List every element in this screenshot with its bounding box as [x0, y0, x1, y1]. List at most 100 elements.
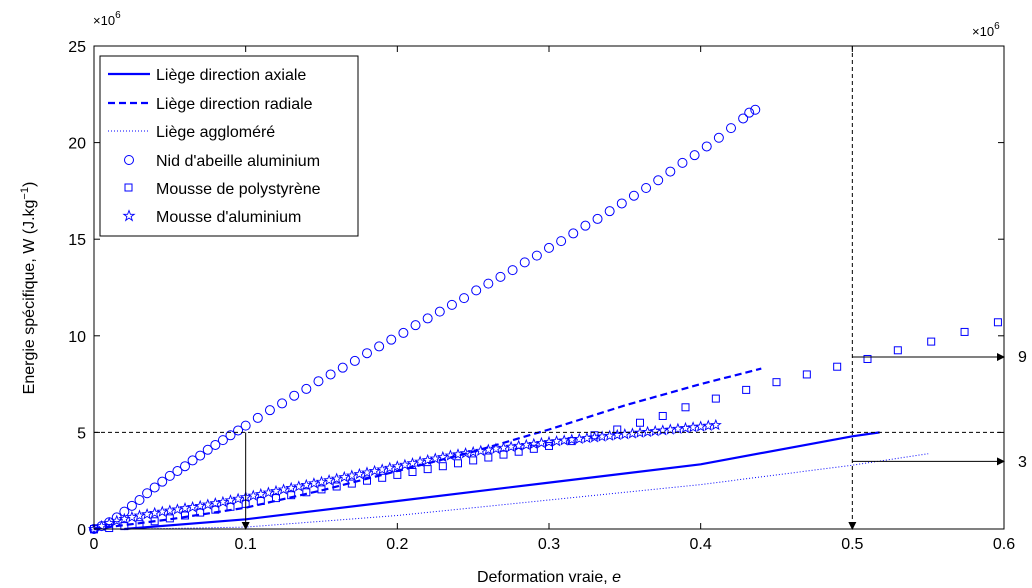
data-point-square	[181, 511, 189, 520]
legend-label-radial: Liège direction radiale	[156, 96, 313, 113]
x-tick-label: 0	[90, 536, 99, 553]
data-point-circle	[126, 500, 137, 511]
data-point-star	[141, 508, 153, 520]
data-point-circle	[459, 293, 470, 304]
data-point-circle	[495, 271, 506, 282]
data-point-circle	[374, 341, 385, 352]
data-point-circle	[362, 348, 372, 359]
data-point-star	[95, 519, 108, 532]
legend-box	[99, 55, 359, 237]
data-point-circle	[701, 141, 712, 152]
data-point-star	[277, 483, 290, 495]
data-point-circle	[641, 183, 652, 194]
data-point-star	[323, 474, 335, 486]
data-point-star	[618, 428, 631, 440]
data-point-circle	[157, 476, 168, 487]
data-point-circle	[713, 132, 724, 143]
data-point-circle	[410, 320, 421, 331]
data-point-circle	[446, 299, 457, 310]
data-point-star	[505, 440, 518, 452]
series-line-0	[124, 431, 880, 531]
series-line-1	[93, 367, 762, 531]
legend-label-mousse-alu: Mousse d'aluminium	[156, 209, 301, 226]
data-point-star	[398, 458, 411, 470]
data-point-star	[360, 466, 374, 478]
data-point-square	[196, 508, 205, 517]
data-point-star	[709, 418, 722, 431]
data-point-circle	[233, 425, 244, 436]
exponent-label-left: ×106	[93, 10, 121, 28]
data-point-circle	[580, 220, 591, 231]
data-point-circle	[519, 257, 530, 268]
data-point-square	[927, 337, 936, 346]
data-point-star	[194, 499, 207, 512]
data-point-star	[262, 486, 275, 498]
data-point-star	[497, 441, 510, 453]
data-point-star	[292, 480, 305, 492]
y-tick-label: 20	[68, 136, 86, 153]
data-point-circle	[677, 157, 688, 168]
data-point-square	[567, 437, 576, 446]
data-point-circle	[628, 190, 639, 201]
annotation-label-lower: 3	[1018, 454, 1027, 471]
data-point-star	[171, 503, 184, 515]
data-point-square	[545, 441, 553, 450]
data-point-star	[110, 514, 123, 526]
data-point-star	[201, 498, 214, 510]
data-point-circle	[264, 405, 275, 416]
data-point-star	[156, 505, 169, 517]
data-point-star	[596, 430, 609, 442]
exponent-label-right: ×106	[972, 21, 1000, 39]
data-point-star	[103, 516, 116, 529]
data-point-circle	[544, 242, 554, 253]
legend-label-axial: Liège direction axiale	[156, 67, 306, 84]
data-point-square	[469, 456, 478, 465]
data-point-star	[656, 424, 669, 436]
data-point-square	[272, 494, 280, 503]
x-tick-label: 0.6	[993, 536, 1015, 553]
data-point-circle	[726, 123, 736, 134]
data-point-square	[893, 346, 902, 355]
data-point-star	[702, 419, 715, 431]
data-point-star	[216, 495, 229, 508]
data-point-square	[393, 470, 402, 479]
x-tick-label: 0.4	[690, 536, 712, 553]
data-point-square	[150, 517, 159, 526]
data-point-circle	[398, 327, 409, 338]
x-tick-label: 0.3	[538, 536, 560, 553]
data-point-square	[135, 520, 144, 529]
data-point-square	[165, 514, 174, 523]
data-point-circle	[471, 285, 482, 296]
data-point-circle	[483, 278, 494, 289]
x-axis-label: Deformation vraie, e	[477, 569, 621, 586]
data-point-square	[960, 327, 969, 336]
data-point-square	[287, 491, 296, 500]
data-point-star	[383, 461, 396, 474]
data-point-circle	[665, 166, 676, 177]
data-point-circle	[750, 104, 761, 115]
data-point-square	[484, 453, 493, 462]
data-point-circle	[240, 420, 251, 431]
data-point-circle	[738, 113, 749, 124]
data-point-star	[520, 438, 533, 451]
data-point-star	[87, 522, 101, 535]
y-tick-label: 15	[68, 232, 86, 249]
data-point-square	[681, 403, 690, 412]
data-point-star	[649, 424, 662, 437]
data-point-circle	[187, 455, 198, 466]
y-tick-label: 10	[68, 329, 86, 346]
data-point-circle	[507, 265, 518, 276]
data-point-square	[363, 476, 371, 485]
data-point-circle	[349, 355, 360, 366]
data-point-square	[317, 485, 326, 494]
data-point-square	[613, 425, 622, 434]
y-axis-label: Energie spécifique, W (J.kg−1)	[19, 182, 38, 395]
data-point-circle	[195, 450, 206, 461]
data-point-star	[178, 501, 192, 514]
data-point-circle	[337, 362, 348, 373]
data-point-square	[833, 362, 842, 371]
legend-label-agglomere: Liège aggloméré	[156, 124, 275, 141]
data-point-circle	[556, 236, 567, 247]
data-point-star	[330, 472, 343, 484]
